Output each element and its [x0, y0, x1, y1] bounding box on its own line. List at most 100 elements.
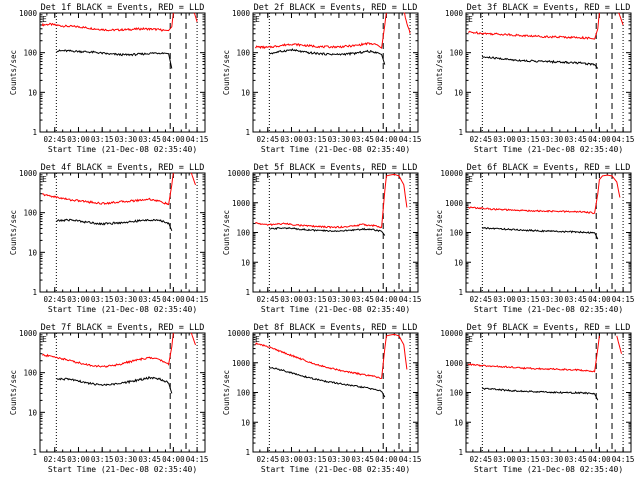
x-tick-label: 04:00	[162, 135, 185, 144]
panel-title: Det 2f BLACK = Events, RED = LLD	[254, 3, 418, 13]
x-tick-label: 03:00	[67, 455, 90, 464]
y-tick-label: 1	[458, 288, 463, 297]
series-events-line	[481, 226, 599, 240]
corner-label: E	[42, 175, 47, 184]
x-tick-label: 04:00	[162, 295, 185, 304]
series-lld-line	[42, 332, 174, 368]
panel-det-1	[39, 12, 206, 133]
y-tick-label: 1000	[445, 199, 464, 208]
y-tick-label: 100	[449, 389, 463, 398]
y-axis-title: Counts/sec	[435, 370, 444, 415]
x-tick-label: 02:45	[469, 295, 492, 304]
y-tick-label: 100	[236, 229, 250, 238]
series-events-line	[268, 48, 386, 65]
x-tick-label: 04:00	[375, 295, 398, 304]
y-axis-title: Counts/sec	[222, 210, 231, 255]
series-lld-line	[616, 335, 622, 354]
x-tick-label: 03:45	[564, 295, 587, 304]
x-axis-title: Start Time (21-Dec-08 02:35:40)	[261, 465, 410, 474]
y-axis-title: Counts/sec	[435, 210, 444, 255]
x-tick-label: 03:15	[91, 455, 114, 464]
y-tick-label: 10	[241, 88, 251, 97]
y-axis-title: Counts/sec	[435, 50, 444, 95]
x-tick-label: 03:00	[280, 455, 303, 464]
x-tick-label: 03:15	[304, 135, 327, 144]
series-lld-line	[41, 12, 174, 32]
x-tick-label: 03:00	[493, 135, 516, 144]
y-tick-label: 1000	[232, 9, 251, 18]
corner-label: E	[468, 175, 473, 184]
panel-det-9	[465, 332, 632, 453]
x-tick-label: 03:00	[280, 135, 303, 144]
y-tick-label: 1	[245, 128, 250, 137]
x-tick-label: 03:00	[280, 295, 303, 304]
y-tick-label: 100	[449, 49, 463, 58]
x-tick-label: 03:15	[91, 295, 114, 304]
x-tick-label: 03:45	[351, 295, 374, 304]
x-tick-label: 03:15	[517, 455, 540, 464]
series-lld-line	[254, 173, 408, 229]
x-tick-label: 03:45	[138, 295, 161, 304]
y-tick-label: 10	[454, 258, 464, 267]
panel-det-6	[465, 172, 632, 293]
x-tick-label: 04:15	[612, 455, 635, 464]
x-axis-title: Start Time (21-Dec-08 02:35:40)	[474, 465, 623, 474]
corner-label: E	[468, 15, 473, 24]
x-tick-label: 03:30	[541, 135, 564, 144]
y-tick-label: 100	[23, 209, 37, 218]
x-axis-title: Start Time (21-Dec-08 02:35:40)	[474, 305, 623, 314]
x-tick-label: 02:45	[43, 455, 66, 464]
x-tick-label: 03:30	[115, 295, 138, 304]
y-tick-label: 10000	[227, 169, 250, 178]
y-axis-title: Counts/sec	[222, 370, 231, 415]
x-tick-label: 03:00	[493, 295, 516, 304]
series-lld-line	[190, 172, 196, 186]
x-axis-title: Start Time (21-Dec-08 02:35:40)	[48, 305, 197, 314]
y-tick-label: 10	[241, 258, 251, 267]
x-tick-label: 04:15	[186, 135, 209, 144]
y-tick-label: 1000	[232, 199, 251, 208]
x-tick-label: 03:30	[328, 135, 351, 144]
panel-det-3	[465, 12, 632, 133]
y-axis-title: Counts/sec	[9, 210, 18, 255]
panel-title: Det 9f BLACK = Events, RED = LLD	[467, 323, 631, 333]
panel-title: Det 8f BLACK = Events, RED = LLD	[254, 323, 418, 333]
x-tick-label: 04:15	[612, 295, 635, 304]
y-tick-label: 1	[245, 288, 250, 297]
plot-frame	[252, 332, 419, 453]
x-tick-label: 02:45	[43, 135, 66, 144]
x-tick-label: 03:45	[351, 455, 374, 464]
corner-label: E	[468, 335, 473, 344]
x-tick-label: 04:00	[588, 455, 611, 464]
series-events-line	[268, 366, 386, 398]
panel-det-7	[39, 332, 206, 453]
series-events-line	[482, 387, 599, 401]
x-tick-label: 04:00	[375, 135, 398, 144]
x-tick-label: 03:30	[115, 455, 138, 464]
y-tick-label: 10	[454, 418, 464, 427]
y-tick-label: 1	[458, 128, 463, 137]
y-tick-label: 100	[236, 49, 250, 58]
series-lld-line	[255, 12, 387, 50]
y-tick-label: 10000	[440, 329, 463, 338]
series-lld-line	[467, 335, 600, 373]
y-tick-label: 10000	[227, 329, 250, 338]
panel-det-8	[252, 332, 419, 453]
y-tick-label: 1	[32, 288, 37, 297]
y-axis-title: Counts/sec	[9, 50, 18, 95]
y-tick-label: 1000	[445, 359, 464, 368]
series-lld-line	[193, 12, 198, 22]
x-tick-label: 04:15	[399, 295, 422, 304]
series-lld-line	[467, 174, 621, 215]
panel-title: Det 4f BLACK = Events, RED = LLD	[41, 163, 205, 173]
x-tick-label: 04:00	[162, 455, 185, 464]
series-lld-line	[403, 12, 411, 34]
x-axis-title: Start Time (21-Dec-08 02:35:40)	[261, 145, 410, 154]
plot-frame	[465, 12, 632, 133]
corner-label: E	[42, 15, 47, 24]
panel-det-5	[252, 172, 419, 293]
x-tick-label: 03:00	[493, 455, 516, 464]
y-tick-label: 1	[245, 448, 250, 457]
x-tick-label: 03:45	[138, 455, 161, 464]
